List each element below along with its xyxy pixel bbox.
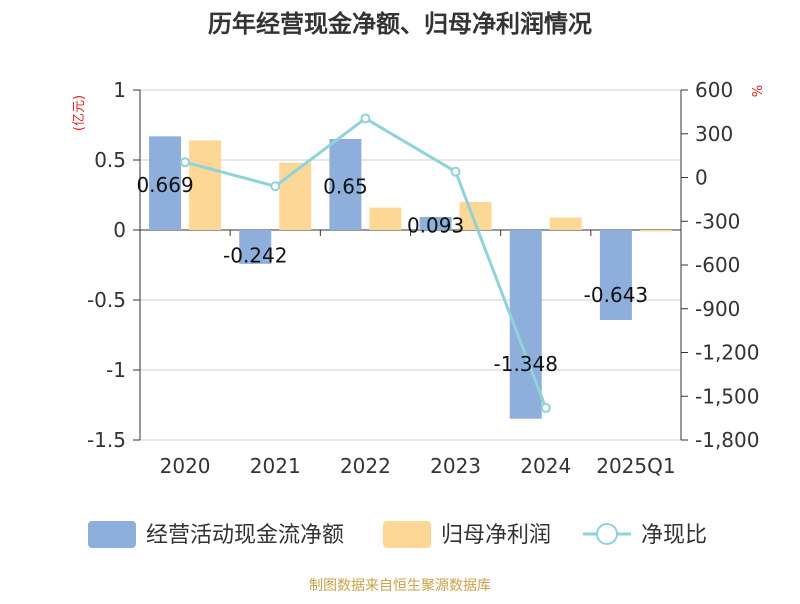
legend-swatch — [88, 521, 136, 548]
legend-label: 净现比 — [641, 523, 707, 548]
line-point — [540, 402, 551, 413]
x-tick-label: 2022 — [340, 454, 391, 478]
data-label: 0.093 — [407, 213, 464, 237]
bar-netprofit — [189, 140, 222, 230]
x-tick-label: 2020 — [160, 454, 211, 478]
grid-lines — [140, 89, 681, 441]
left-tick-label: 0 — [113, 218, 126, 242]
x-tick-label: 2025Q1 — [596, 454, 675, 478]
right-tick-label: 0 — [695, 166, 708, 190]
right-tick-label: 600 — [695, 78, 733, 102]
right-tick-label: -1,800 — [695, 428, 759, 452]
right-tick-label: 300 — [695, 122, 733, 146]
right-tick-label: -600 — [695, 253, 740, 277]
left-axis-unit: (亿元) — [72, 95, 87, 131]
bar-series — [149, 136, 672, 419]
line-point — [360, 113, 371, 124]
data-label: -0.242 — [223, 244, 287, 268]
left-tick-label: 0.5 — [94, 148, 126, 172]
bar-netprofit — [279, 162, 312, 230]
line-point — [270, 181, 281, 192]
legend: 经营活动现金流净额 归母净利润 净现比 — [88, 521, 707, 548]
bar-cashflow — [419, 216, 452, 230]
right-tick-label: -900 — [695, 297, 740, 321]
x-tick-label: 2024 — [520, 454, 571, 478]
bar-cashflow — [239, 230, 272, 264]
legend-swatch — [383, 521, 431, 548]
axes: 1 0.5 0 -0.5 -1 -1.5 600 300 0 -300 -600 -900 -1,200… — [87, 78, 760, 478]
right-axis-unit: % — [748, 85, 763, 97]
right-tick-label: -1,200 — [695, 341, 759, 365]
line-series — [180, 113, 551, 413]
right-tick-label: -300 — [695, 209, 740, 233]
source-note: 制图数据来自恒生聚源数据库 — [309, 578, 491, 594]
left-tick-label: -1.5 — [87, 428, 126, 452]
bar-cashflow — [149, 136, 182, 230]
left-tick-label: -1 — [106, 358, 126, 382]
right-tick-label: -1,500 — [695, 384, 759, 408]
legend-marker — [596, 523, 618, 545]
x-tick-label: 2021 — [250, 454, 301, 478]
legend-label: 经营活动现金流净额 — [146, 523, 344, 548]
x-tick-label: 2023 — [430, 454, 481, 478]
legend-label: 归母净利润 — [441, 523, 551, 548]
left-tick-label: 1 — [113, 78, 126, 102]
bar-netprofit — [369, 207, 402, 230]
data-label: -1.348 — [494, 352, 558, 376]
data-label: -0.643 — [584, 283, 648, 307]
data-labels: 0.669 -0.242 0.65 0.093 -1.348 -0.643 — [136, 173, 648, 376]
data-label: 0.65 — [323, 175, 368, 199]
data-label: 0.669 — [136, 173, 193, 197]
bar-netprofit — [639, 230, 672, 232]
bar-netprofit — [549, 217, 582, 230]
line-point — [180, 157, 191, 168]
bar-cashflow — [599, 230, 632, 321]
line-point — [450, 166, 461, 177]
bar-cashflow — [329, 139, 362, 230]
left-tick-label: -0.5 — [87, 288, 126, 312]
chart-title: 历年经营现金净额、归母净利润情况 — [208, 10, 592, 38]
